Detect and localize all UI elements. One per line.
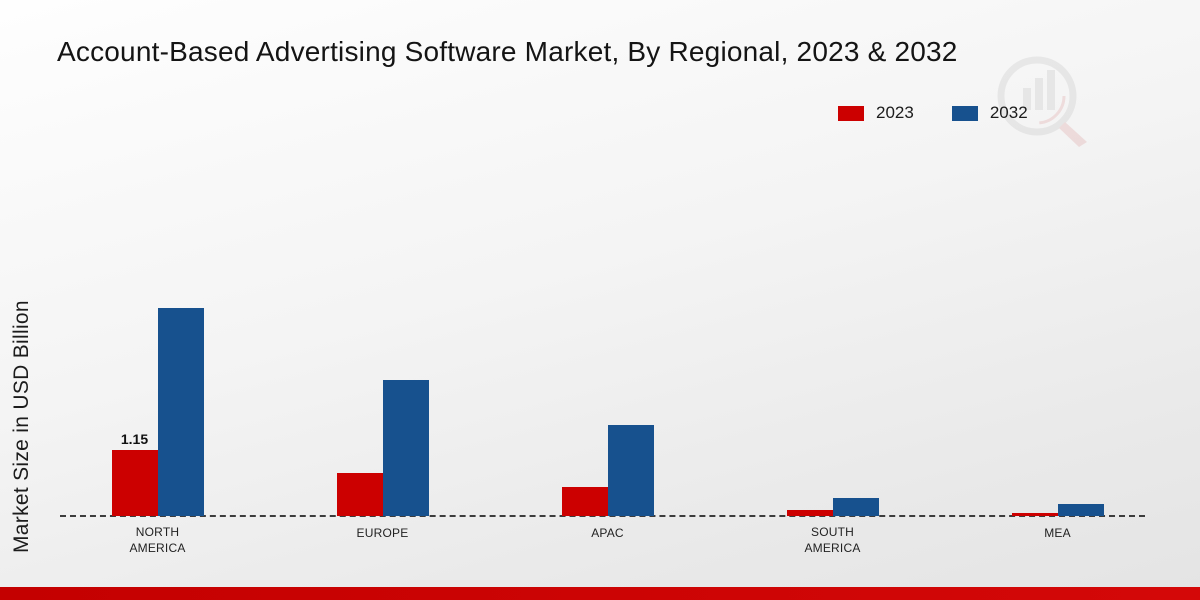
bar-group-north-america: 1.15 (111, 308, 204, 516)
bar-2023-north-america: 1.15 (111, 431, 158, 516)
bar-2023-south-america (786, 510, 833, 516)
bar-2032-south-america (832, 498, 879, 516)
bar-2023-mea (1011, 513, 1058, 516)
legend-swatch-2023-icon (838, 105, 864, 121)
x-tick-cell-europe: EUROPE (270, 524, 495, 557)
x-tick-label-south-america: SOUTH AMERICA (804, 525, 861, 556)
x-tick-label-north-america: NORTH AMERICA (129, 525, 186, 556)
x-axis-tick-labels: NORTH AMERICA EUROPE APAC SOUTH AMERICA MEA (45, 524, 1170, 557)
legend-item-2032: 2032 (951, 103, 1028, 123)
x-tick-cell-apac: APAC (495, 524, 720, 557)
bar-value-label: 1.15 (120, 431, 149, 447)
x-axis-baseline (60, 515, 1145, 517)
x-tick-cell-north-america: NORTH AMERICA (45, 524, 270, 557)
x-tick-label-mea: MEA (1044, 526, 1071, 540)
x-tick-cell-mea: MEA (945, 524, 1170, 557)
bar-2023-europe (336, 473, 383, 516)
bar-group-europe (336, 380, 429, 516)
legend: 2023 2032 (838, 103, 1028, 123)
x-tick-cell-south-america: SOUTH AMERICA (720, 524, 945, 557)
bar-group-south-america (786, 498, 879, 516)
watermark-logo-icon (985, 52, 1095, 147)
footer-accent-bar (0, 587, 1200, 600)
bar-2032-apac (607, 425, 654, 516)
y-axis-label: Market Size in USD Billion (10, 300, 33, 553)
bar-2032-mea (1057, 504, 1104, 516)
bar-group-mea (1011, 504, 1104, 516)
legend-label-2023: 2023 (876, 103, 914, 122)
bar-2023-apac (561, 487, 608, 516)
legend-swatch-2032-icon (951, 105, 978, 121)
legend-label-2032: 2032 (989, 103, 1028, 122)
plot-area: 1.15 (45, 284, 1170, 516)
bar-2032-north-america (157, 308, 204, 516)
chart-title: Account-Based Advertising Software Marke… (57, 36, 958, 67)
bar-2032-europe (382, 380, 429, 516)
legend-item-2023: 2023 (838, 103, 914, 123)
x-tick-label-europe: EUROPE (356, 526, 409, 540)
x-tick-label-apac: APAC (591, 526, 624, 540)
bar-group-apac (561, 425, 654, 516)
